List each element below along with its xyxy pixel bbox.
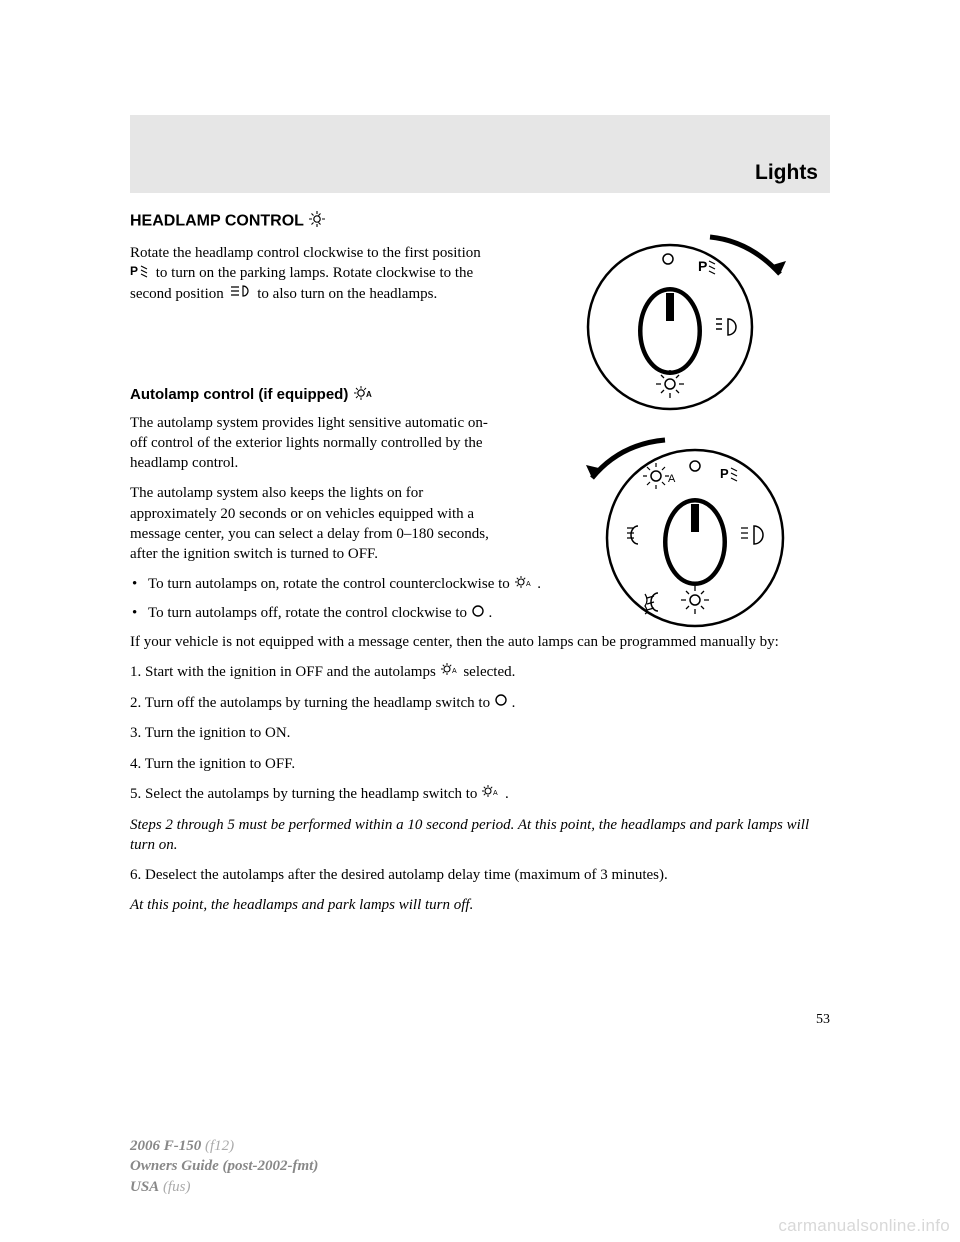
manual-page: Lights P [0,0,960,1242]
autolamp-heading: Autolamp control (if equipped) A [130,385,830,405]
autolamp-bullet-off: To turn autolamps off, rotate the contro… [130,603,830,624]
headlamp-paragraph: Rotate the headlamp control clockwise to… [130,243,500,305]
text-part: to also turn on the headlamps. [257,286,437,302]
footer-block: 2006 F-150 (f12) Owners Guide (post-2002… [130,1136,318,1197]
footer-region: USA [130,1179,159,1195]
footer-guide: Owners Guide (post-2002-fmt) [130,1158,318,1174]
text-part: To turn autolamps off, rotate the contro… [148,605,467,621]
heading-text: HEADLAMP CONTROL [130,213,304,230]
autolamp-icon: A [514,575,534,595]
text-part: . [505,786,509,802]
svg-text:A: A [493,790,498,797]
footer-code: (f12) [201,1138,234,1154]
sun-icon [308,210,326,233]
headlamp-control-heading: HEADLAMP CONTROL [130,210,830,233]
svg-text:A: A [366,390,372,399]
autolamp-bullet-on: To turn autolamps on, rotate the control… [130,574,830,595]
off-circle-icon [494,693,508,713]
text-part: . [512,695,516,711]
footer-model: 2006 F-150 [130,1138,201,1154]
watermark: carmanualsonline.info [778,1216,950,1236]
step-1: 1. Start with the ignition in OFF and th… [130,662,830,683]
text-part: 2. Turn off the autolamps by turning the… [130,695,490,711]
svg-text:A: A [452,668,457,675]
step-3: 3. Turn the ignition to ON. [130,723,830,743]
text-part: 1. Start with the ignition in OFF and th… [130,664,436,680]
text-part: selected. [463,664,515,680]
note-1: Steps 2 through 5 must be performed with… [130,815,830,856]
off-circle-icon [471,604,485,624]
step-4: 4. Turn the ignition to OFF. [130,754,830,774]
section-title: Lights [755,161,818,185]
svg-text:P: P [130,264,138,278]
footer-line-3: USA (fus) [130,1177,318,1197]
content-column: HEADLAMP CONTROL Rotate the headlamp con… [130,210,830,926]
text-part: Rotate the headlamp control clockwise to… [130,245,481,261]
footer-line-1: 2006 F-150 (f12) [130,1136,318,1156]
footer-line-2: Owners Guide (post-2002-fmt) [130,1156,318,1176]
text-part: . [537,576,541,592]
autolamp-p3: If your vehicle is not equipped with a m… [130,632,830,652]
footer-region-code: (fus) [159,1179,190,1195]
autolamp-p2: The autolamp system also keeps the light… [130,483,500,564]
autolamp-icon: A [353,385,373,405]
step-6: 6. Deselect the autolamps after the desi… [130,865,830,885]
section-header-bar: Lights [130,115,830,193]
parking-lamp-icon: P [130,264,152,284]
note-2: At this point, the headlamps and park la… [130,895,830,915]
page-number: 53 [816,1012,830,1028]
heading-text: Autolamp control (if equipped) [130,386,348,403]
text-part: 5. Select the autolamps by turning the h… [130,786,477,802]
autolamp-icon: A [481,784,501,804]
step-5: 5. Select the autolamps by turning the h… [130,784,830,805]
autolamp-icon: A [440,662,460,682]
autolamp-p1: The autolamp system provides light sensi… [130,413,500,474]
headlamp-icon [228,284,254,304]
svg-text:A: A [526,581,531,588]
text-part: . [489,605,493,621]
text-part: To turn autolamps on, rotate the control… [148,576,510,592]
step-2: 2. Turn off the autolamps by turning the… [130,693,830,714]
